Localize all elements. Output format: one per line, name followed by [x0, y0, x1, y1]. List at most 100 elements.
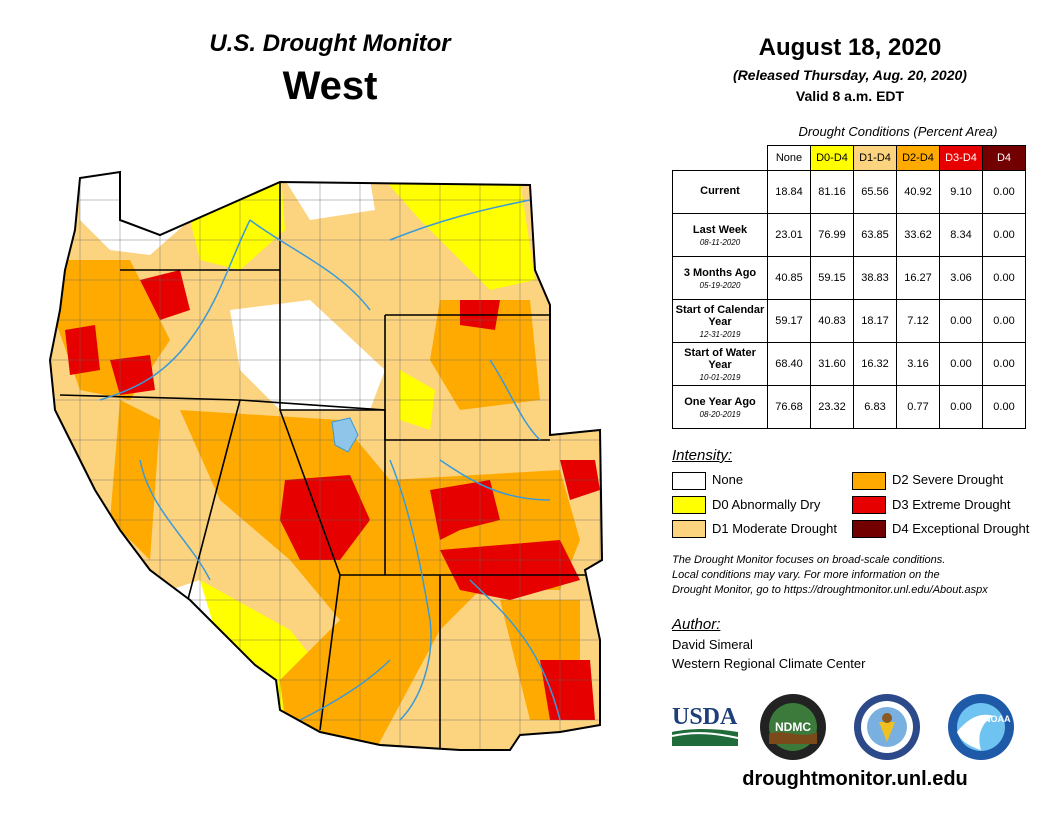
disclaimer-note: The Drought Monitor focuses on broad-sca… [672, 553, 1042, 598]
row-label-text: Last Week [692, 223, 748, 236]
table-cell: 31.60 [810, 342, 854, 386]
legend-label-d1: D1 Moderate Drought [712, 521, 838, 536]
commerce-seal-logo [854, 694, 920, 760]
row-label: 3 Months Ago 05-19-2020 [672, 256, 768, 300]
table-cell: 40.92 [896, 170, 940, 214]
drought-conditions-table: None D0-D4 D1-D4 D2-D4 D3-D4 D4 Current … [672, 145, 1026, 429]
table-cell: 0.00 [982, 170, 1026, 214]
website-url[interactable]: droughtmonitor.unl.edu [742, 768, 968, 790]
table-cell: 81.16 [810, 170, 854, 214]
row-label-text: Start of Water Year [684, 346, 756, 371]
great-salt-lake [331, 417, 359, 453]
table-row: Start of Calendar Year 12-31-2019 59.17 4… [672, 299, 1026, 343]
none-area-idaho [230, 300, 385, 410]
legend-swatch-d4 [852, 520, 886, 538]
legend-label-d2: D2 Severe Drought [892, 472, 1004, 487]
d3-area-newmexico-east [540, 660, 595, 720]
usda-logo: USDA [671, 704, 739, 746]
note-line: Drought Monitor, go to https://droughtmo… [672, 584, 988, 596]
table-cell: 0.00 [982, 385, 1026, 429]
legend-swatch-d3 [852, 496, 886, 514]
legend-swatch-none [672, 472, 706, 490]
table-cell: 8.34 [939, 213, 983, 257]
author-title: Author: [672, 616, 721, 633]
row-label-text: Start of Calendar Year [675, 303, 765, 328]
table-cell: 0.00 [939, 342, 983, 386]
rivers [99, 199, 561, 721]
released-date: (Released Thursday, Aug. 20, 2020) [733, 67, 967, 83]
column-header: D1-D4 [853, 145, 897, 171]
legend-label-d4: D4 Exceptional Drought [892, 521, 1030, 536]
row-date: 08-20-2019 [699, 409, 741, 419]
author-organization: Western Regional Climate Center [672, 656, 866, 671]
table-row: Last Week 08-11-2020 23.01 76.99 63.85 33… [672, 213, 1026, 257]
table-cell: 16.27 [896, 256, 940, 300]
state-boundaries [59, 182, 600, 750]
d3-area-oregon-south [110, 355, 155, 395]
d3-area-oregon-coast [65, 325, 100, 375]
d3-area-colorado [430, 480, 500, 540]
map-title: U.S. Drought Monitor [209, 30, 451, 57]
table-cell: 18.17 [853, 299, 897, 343]
row-label-text: 3 Months Ago [683, 266, 757, 279]
legend-swatch-d2 [852, 472, 886, 490]
noaa-logo: NOAA [948, 694, 1014, 760]
table-cell: 65.56 [853, 170, 897, 214]
column-header: D2-D4 [896, 145, 940, 171]
table-cell: 3.06 [939, 256, 983, 300]
column-header: D4 [982, 145, 1026, 171]
region-outline [48, 170, 604, 751]
row-date: 12-31-2019 [699, 329, 741, 339]
row-date: 05-19-2020 [699, 280, 741, 290]
table-cell: 0.00 [982, 256, 1026, 300]
row-label: Start of Water Year 10-01-2019 [672, 342, 768, 386]
table-row: 3 Months Ago 05-19-2020 40.85 59.15 38.83… [672, 256, 1026, 300]
table-cell: 68.40 [767, 342, 811, 386]
table-cell: 63.85 [853, 213, 897, 257]
table-cell: 23.32 [810, 385, 854, 429]
legend-label-d3: D3 Extreme Drought [892, 497, 1011, 512]
table-cell: 33.62 [896, 213, 940, 257]
map-date: August 18, 2020 [758, 34, 942, 61]
note-line: The Drought Monitor focuses on broad-sca… [672, 554, 946, 566]
table-cell: 40.85 [767, 256, 811, 300]
table-cell: 3.16 [896, 342, 940, 386]
valid-time: Valid 8 a.m. EDT [795, 88, 905, 104]
row-label-text: One Year Ago [684, 395, 756, 408]
row-label-text: Current [700, 185, 740, 197]
region-title: West [282, 64, 378, 108]
table-cell: 0.77 [896, 385, 940, 429]
drought-map [48, 170, 604, 751]
legend-label-d0: D0 Abnormally Dry [712, 497, 821, 512]
author-name: David Simeral [672, 637, 753, 652]
column-header: None [767, 145, 811, 171]
row-label: Start of Calendar Year 12-31-2019 [672, 299, 768, 343]
table-cell: 18.84 [767, 170, 811, 214]
table-cell: 76.99 [810, 213, 854, 257]
row-label: One Year Ago 08-20-2019 [672, 385, 768, 429]
column-header: D0-D4 [810, 145, 854, 171]
table-cell: 40.83 [810, 299, 854, 343]
legend-swatch-d1 [672, 520, 706, 538]
d3-area-oregon-east [140, 270, 190, 320]
table-row: Start of Water Year 10-01-2019 68.40 31.6… [672, 342, 1026, 386]
d2-area-wyoming [430, 300, 540, 410]
legend-label-none: None [712, 472, 744, 487]
table-cell: 0.00 [939, 385, 983, 429]
legend-title: Intensity: [672, 447, 733, 464]
table-row: Current 18.84 81.16 65.56 40.92 9.10 0.0… [672, 170, 1026, 214]
legend-swatch-d0 [672, 496, 706, 514]
usda-logo-text: USDA [672, 704, 738, 730]
row-label: Last Week 08-11-2020 [672, 213, 768, 257]
note-line: Local conditions may vary. For more info… [672, 569, 940, 581]
table-cell: 0.00 [982, 299, 1026, 343]
table-cell: 0.00 [939, 299, 983, 343]
table-corner [673, 146, 768, 171]
noaa-logo-text: NOAA [984, 714, 1011, 724]
table-cell: 16.32 [853, 342, 897, 386]
table-caption: Drought Conditions (Percent Area) [798, 124, 998, 139]
table-cell: 23.01 [767, 213, 811, 257]
row-date: 08-11-2020 [699, 237, 741, 247]
d3-area-utah [280, 475, 370, 560]
table-header-row: None D0-D4 D1-D4 D2-D4 D3-D4 D4 [673, 145, 1026, 171]
